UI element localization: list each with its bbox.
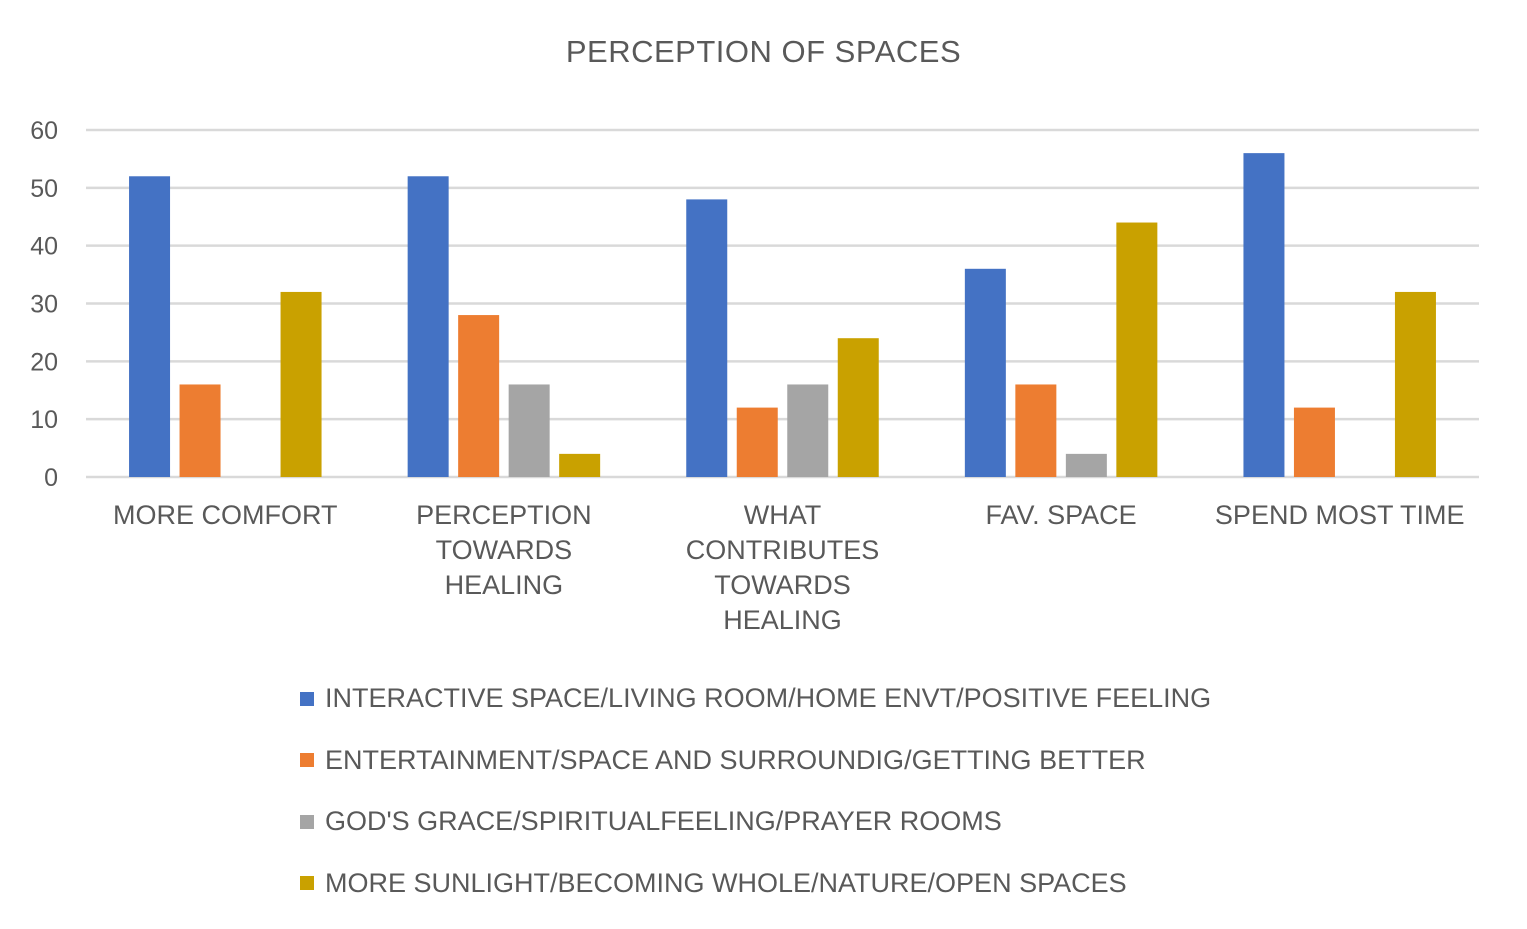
bars xyxy=(129,153,1436,477)
legend-swatch xyxy=(300,876,314,891)
legend-item: MORE SUNLIGHT/BECOMING WHOLE/NATURE/OPEN… xyxy=(300,853,1211,915)
bar-series-2-category-1 xyxy=(508,384,550,477)
legend-label: GOD'S GRACE/SPIRITUALFEELING/PRAYER ROOM… xyxy=(325,806,1002,837)
legend-swatch xyxy=(300,691,314,706)
chart-title: PERCEPTION OF SPACES xyxy=(565,34,962,69)
legend: INTERACTIVE SPACE/LIVING ROOM/HOME ENVT/… xyxy=(300,668,1211,914)
x-tick-label: TOWARDS xyxy=(714,570,851,600)
x-tick-label: HEALING xyxy=(723,605,842,635)
x-tick-label: SPEND MOST TIME xyxy=(1215,500,1465,530)
bar-series-3-category-2 xyxy=(837,338,879,477)
legend-item: ENTERTAINMENT/SPACE AND SURROUNDIG/GETTI… xyxy=(300,730,1211,792)
bar-series-1-category-1 xyxy=(458,315,500,477)
x-tick-label: FAV. SPACE xyxy=(986,500,1137,530)
bar-series-1-category-4 xyxy=(1293,407,1335,477)
bar-series-3-category-3 xyxy=(1116,222,1158,477)
y-tick-label: 50 xyxy=(30,175,58,203)
bar-series-2-category-3 xyxy=(1065,453,1107,477)
y-tick-label: 60 xyxy=(30,117,58,145)
legend-label: MORE SUNLIGHT/BECOMING WHOLE/NATURE/OPEN… xyxy=(325,867,1127,898)
bar-series-0-category-1 xyxy=(407,176,449,477)
bar-series-1-category-0 xyxy=(179,384,221,477)
bar-series-3-category-0 xyxy=(280,291,322,477)
x-tick-label: HEALING xyxy=(445,570,564,600)
x-tick-label: TOWARDS xyxy=(436,535,573,565)
bar-series-0-category-0 xyxy=(129,176,171,477)
legend-swatch xyxy=(300,753,314,768)
x-tick-label: PERCEPTION xyxy=(416,500,592,530)
x-tick-label: WHAT xyxy=(744,500,821,530)
bar-series-0-category-4 xyxy=(1243,153,1285,477)
x-axis-labels: MORE COMFORT PERCEPTION TOWARDS HEALING WHAT… xyxy=(113,500,1464,635)
bar-series-3-category-1 xyxy=(559,453,601,477)
y-tick-label: 30 xyxy=(30,291,58,319)
bar-series-0-category-2 xyxy=(686,199,728,477)
y-tick-label: 10 xyxy=(30,406,58,434)
legend-item: INTERACTIVE SPACE/LIVING ROOM/HOME ENVT/… xyxy=(300,668,1211,730)
x-tick-label: CONTRIBUTES xyxy=(686,535,880,565)
x-tick-label: MORE COMFORT xyxy=(113,500,338,530)
bar-series-1-category-2 xyxy=(736,407,778,477)
y-tick-label: 0 xyxy=(44,464,58,492)
legend-swatch xyxy=(300,814,314,829)
y-tick-label: 40 xyxy=(30,233,58,261)
bar-series-1-category-3 xyxy=(1015,384,1057,477)
legend-label: ENTERTAINMENT/SPACE AND SURROUNDIG/GETTI… xyxy=(325,744,1146,775)
y-axis-ticks: 0 10 20 30 40 50 60 xyxy=(30,117,58,492)
bar-series-2-category-2 xyxy=(787,384,829,477)
y-tick-label: 20 xyxy=(30,348,58,376)
legend-label: INTERACTIVE SPACE/LIVING ROOM/HOME ENVT/… xyxy=(325,683,1212,714)
bar-series-3-category-4 xyxy=(1394,291,1436,477)
legend-item: GOD'S GRACE/SPIRITUALFEELING/PRAYER ROOM… xyxy=(300,791,1211,853)
bar-series-0-category-3 xyxy=(964,268,1006,477)
